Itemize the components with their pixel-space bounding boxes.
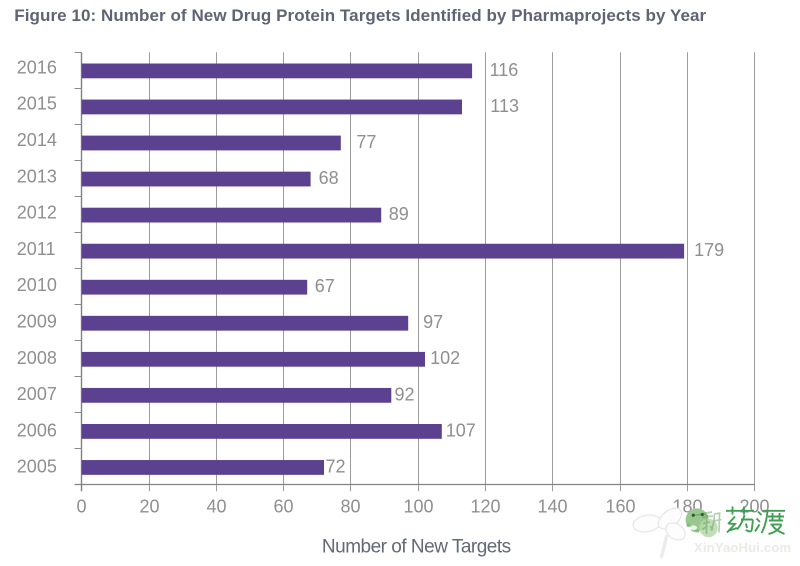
svg-text:89: 89 bbox=[389, 204, 409, 224]
svg-text:40: 40 bbox=[206, 497, 226, 517]
svg-text:2009: 2009 bbox=[17, 312, 57, 332]
svg-text:2012: 2012 bbox=[17, 203, 57, 223]
svg-text:140: 140 bbox=[537, 497, 567, 517]
svg-text:92: 92 bbox=[395, 384, 415, 404]
svg-text:160: 160 bbox=[605, 497, 635, 517]
svg-text:2005: 2005 bbox=[17, 457, 57, 477]
svg-text:67: 67 bbox=[315, 276, 335, 296]
svg-text:120: 120 bbox=[470, 497, 500, 517]
svg-text:80: 80 bbox=[340, 497, 360, 517]
svg-text:179: 179 bbox=[694, 240, 724, 260]
svg-text:2010: 2010 bbox=[17, 275, 57, 295]
svg-text:116: 116 bbox=[490, 60, 519, 80]
svg-text:60: 60 bbox=[273, 497, 293, 517]
svg-text:2013: 2013 bbox=[17, 166, 57, 186]
svg-text:102: 102 bbox=[430, 348, 460, 368]
svg-text:72: 72 bbox=[326, 456, 346, 476]
svg-text:77: 77 bbox=[356, 132, 376, 152]
svg-text:2014: 2014 bbox=[17, 130, 57, 150]
svg-text:100: 100 bbox=[403, 497, 433, 517]
svg-text:XinYaoHui.com: XinYaoHui.com bbox=[694, 540, 791, 555]
svg-text:113: 113 bbox=[490, 96, 519, 116]
svg-text:0: 0 bbox=[76, 497, 86, 517]
svg-text:20: 20 bbox=[139, 497, 159, 517]
svg-text:2007: 2007 bbox=[17, 384, 57, 404]
svg-text:107: 107 bbox=[446, 420, 476, 440]
svg-text:Number of New Targets: Number of New Targets bbox=[322, 537, 511, 558]
svg-text:2015: 2015 bbox=[17, 94, 57, 114]
svg-text:Figure 10: Number of New Drug: Figure 10: Number of New Drug Protein Ta… bbox=[14, 6, 706, 25]
svg-text:2006: 2006 bbox=[17, 420, 57, 440]
svg-text:2016: 2016 bbox=[17, 57, 57, 77]
svg-text:2011: 2011 bbox=[17, 239, 56, 259]
svg-text:97: 97 bbox=[423, 312, 443, 332]
svg-text:68: 68 bbox=[319, 168, 339, 188]
svg-text:2008: 2008 bbox=[17, 348, 57, 368]
